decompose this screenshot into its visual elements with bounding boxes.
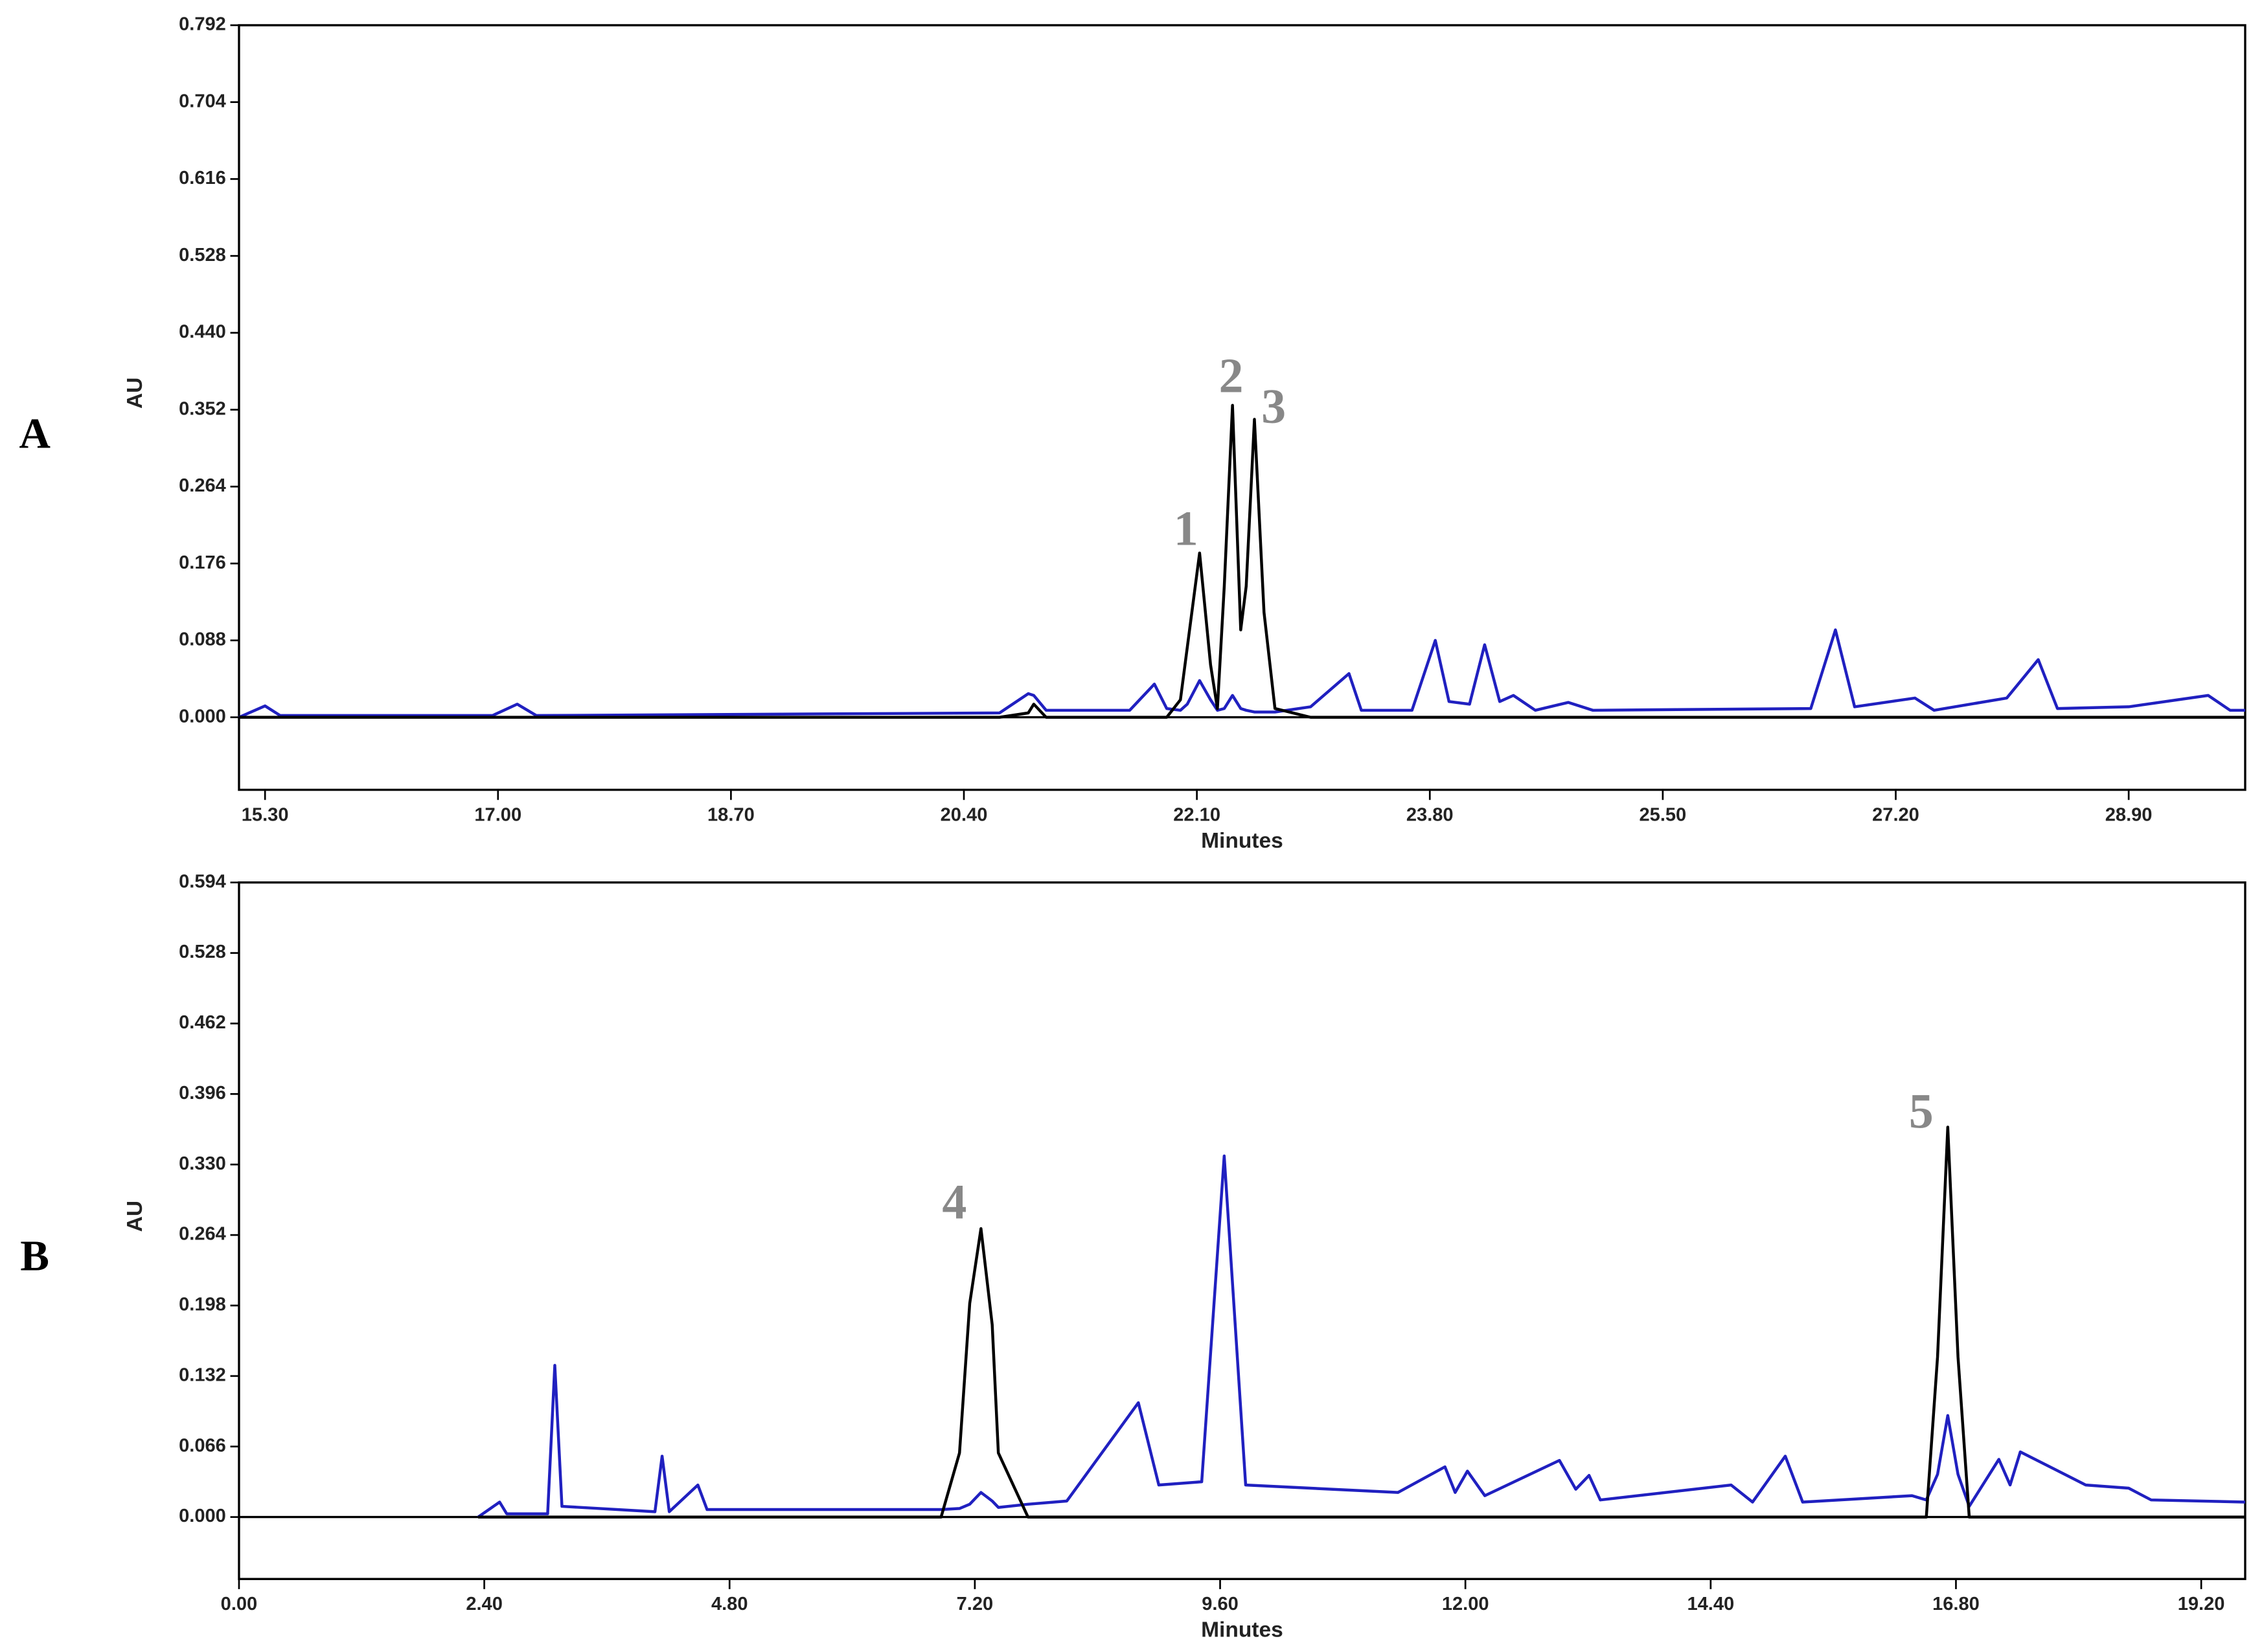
peak-label: 4 xyxy=(942,1175,966,1230)
y-tick-label: 0.528 xyxy=(179,942,226,962)
y-tick-label: 0.176 xyxy=(179,552,226,573)
peak-label: 1 xyxy=(1174,502,1198,556)
x-axis-title: Minutes xyxy=(1201,829,1283,853)
x-tick-label: 14.40 xyxy=(1687,1594,1734,1614)
y-tick-label: 0.352 xyxy=(179,398,226,419)
peak-label: 5 xyxy=(1909,1084,1934,1138)
x-tick-label: 25.50 xyxy=(1640,805,1687,826)
trace xyxy=(478,1126,2245,1519)
x-tick-label: 20.40 xyxy=(941,805,988,826)
y-tick-label: 0.462 xyxy=(179,1012,226,1033)
x-tick-label: 27.20 xyxy=(1872,805,1919,826)
y-tick-label: 0.132 xyxy=(179,1365,226,1386)
x-tick-label: 7.20 xyxy=(957,1594,994,1614)
y-tick-label: 0.440 xyxy=(179,322,226,343)
x-tick-label: 22.10 xyxy=(1173,805,1220,826)
panel-label: B xyxy=(20,1232,49,1280)
y-tick-label: 0.330 xyxy=(179,1153,226,1174)
x-tick-label: 2.40 xyxy=(466,1594,503,1614)
peak-label: 2 xyxy=(1219,349,1244,403)
y-tick-label: 0.066 xyxy=(179,1435,226,1456)
y-tick-label: 0.528 xyxy=(179,245,226,266)
x-tick-label: 0.00 xyxy=(221,1594,258,1614)
y-tick-label: 0.088 xyxy=(179,629,226,650)
y-tick-label: 0.264 xyxy=(179,475,226,496)
y-tick-label: 0.396 xyxy=(179,1083,226,1103)
y-tick-label: 0.704 xyxy=(179,91,226,111)
x-tick-label: 28.90 xyxy=(2105,805,2153,826)
y-tick-label: 0.264 xyxy=(179,1224,226,1245)
panel-label: A xyxy=(19,409,50,458)
y-tick-label: 0.000 xyxy=(179,706,226,727)
x-tick-label: 23.80 xyxy=(1406,805,1454,826)
y-tick-label: 0.616 xyxy=(179,168,226,188)
y-axis-title: AU xyxy=(123,378,147,409)
trace xyxy=(238,403,2245,719)
x-tick-label: 12.00 xyxy=(1442,1594,1489,1614)
x-tick-label: 19.20 xyxy=(2178,1594,2225,1614)
x-axis-title: Minutes xyxy=(1201,1618,1283,1642)
trace xyxy=(238,628,2245,719)
plot-frame xyxy=(238,881,2247,1580)
y-tick-label: 0.198 xyxy=(179,1295,226,1315)
plot-frame xyxy=(238,24,2247,791)
x-tick-label: 15.30 xyxy=(242,805,289,826)
y-axis-title: AU xyxy=(123,1201,147,1232)
x-tick-label: 17.00 xyxy=(474,805,521,826)
x-tick-label: 18.70 xyxy=(707,805,755,826)
trace xyxy=(477,1154,2245,1519)
x-tick-label: 4.80 xyxy=(711,1594,748,1614)
y-tick-label: 0.594 xyxy=(179,871,226,892)
x-tick-label: 16.80 xyxy=(1932,1594,1980,1614)
y-tick-label: 0.000 xyxy=(179,1506,226,1526)
y-tick-label: 0.792 xyxy=(179,14,226,35)
x-tick-label: 9.60 xyxy=(1202,1594,1239,1614)
peak-label: 3 xyxy=(1261,379,1286,434)
